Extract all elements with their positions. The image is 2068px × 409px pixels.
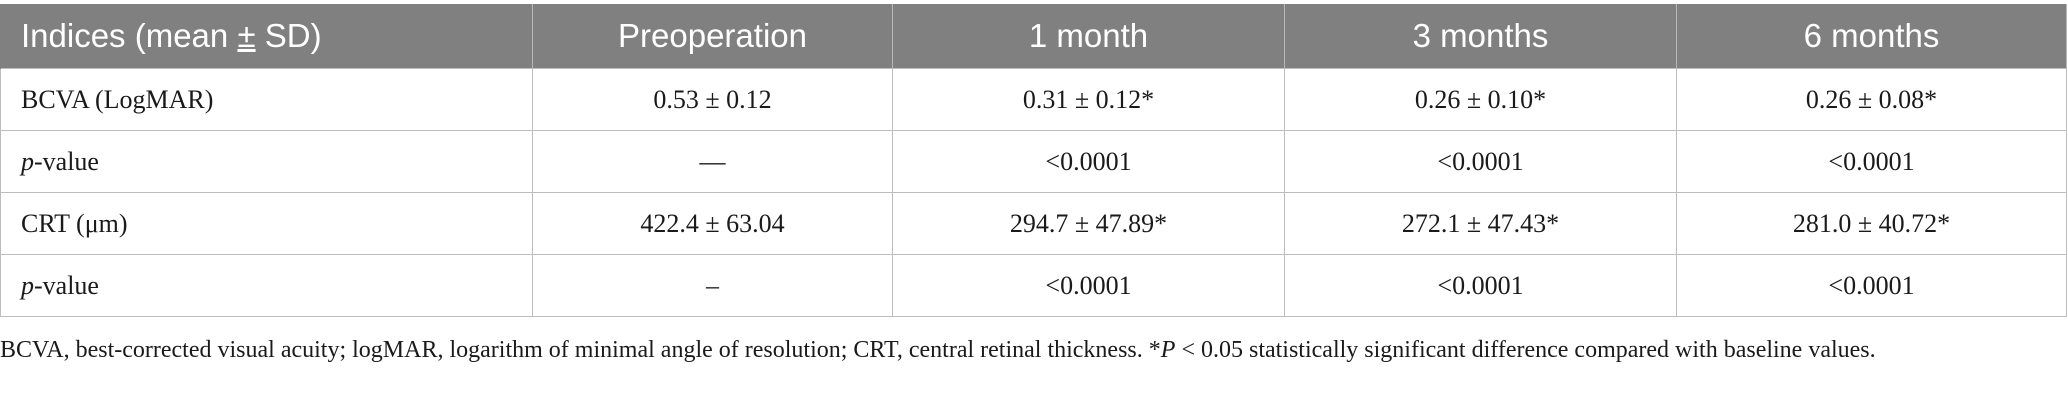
- header-indices-pm: ±: [237, 17, 256, 54]
- header-1-month: 1 month: [892, 4, 1285, 69]
- footnote-italic-p: P: [1160, 337, 1176, 363]
- header-6-months: 6 months: [1676, 4, 2067, 69]
- cell-6-months: 281.0 ± 40.72*: [1676, 192, 2067, 255]
- cell-1-month: 294.7 ± 47.89*: [892, 192, 1285, 255]
- cell-preop: 422.4 ± 63.04: [532, 192, 893, 255]
- cell-1-month: <0.0001: [892, 130, 1285, 193]
- cell-preop: 0.53 ± 0.12: [532, 68, 893, 131]
- table-row-crt-pvalue: p-value – <0.0001 <0.0001 <0.0001: [0, 254, 2067, 317]
- cell-preop: —: [532, 130, 893, 193]
- cell-1-month: 0.31 ± 0.12*: [892, 68, 1285, 131]
- cell-preop: –: [532, 254, 893, 317]
- table-row-bcva-pvalue: p-value — <0.0001 <0.0001 <0.0001: [0, 130, 2067, 193]
- table-row-crt: CRT (μm) 422.4 ± 63.04 294.7 ± 47.89* 27…: [0, 192, 2067, 255]
- header-3-months: 3 months: [1284, 4, 1677, 69]
- cell-3-months: <0.0001: [1284, 254, 1677, 317]
- footnote-text-start: BCVA, best-corrected visual acuity; logM…: [0, 337, 1161, 363]
- footnote-text-end: < 0.05 statistically significant differe…: [1175, 337, 1876, 363]
- cell-6-months: 0.26 ± 0.08*: [1676, 68, 2067, 131]
- table-header-row: Indices (mean ± SD) Preoperation 1 month…: [0, 4, 2067, 69]
- cell-6-months: <0.0001: [1676, 254, 2067, 317]
- row-label-italic: p: [21, 146, 34, 176]
- cell-3-months: <0.0001: [1284, 130, 1677, 193]
- cell-3-months: 0.26 ± 0.10*: [1284, 68, 1677, 131]
- row-label: CRT (μm): [0, 192, 533, 255]
- header-indices-suffix: SD): [255, 17, 322, 54]
- cell-1-month: <0.0001: [892, 254, 1285, 317]
- row-label-rest: -value: [34, 270, 99, 300]
- cell-3-months: 272.1 ± 47.43*: [1284, 192, 1677, 255]
- results-table: Indices (mean ± SD) Preoperation 1 month…: [0, 4, 2067, 317]
- header-indices: Indices (mean ± SD): [0, 4, 533, 69]
- row-label-rest: -value: [34, 146, 99, 176]
- header-preoperation: Preoperation: [532, 4, 893, 69]
- cell-6-months: <0.0001: [1676, 130, 2067, 193]
- results-table-container: Indices (mean ± SD) Preoperation 1 month…: [0, 4, 2067, 317]
- table-footnote: BCVA, best-corrected visual acuity; logM…: [0, 332, 2030, 368]
- row-label: p-value: [0, 254, 533, 317]
- row-label: BCVA (LogMAR): [0, 68, 533, 131]
- row-label-italic: p: [21, 270, 34, 300]
- row-label: p-value: [0, 130, 533, 193]
- header-indices-prefix: Indices (mean: [21, 17, 238, 54]
- table-row-bcva: BCVA (LogMAR) 0.53 ± 0.12 0.31 ± 0.12* 0…: [0, 68, 2067, 131]
